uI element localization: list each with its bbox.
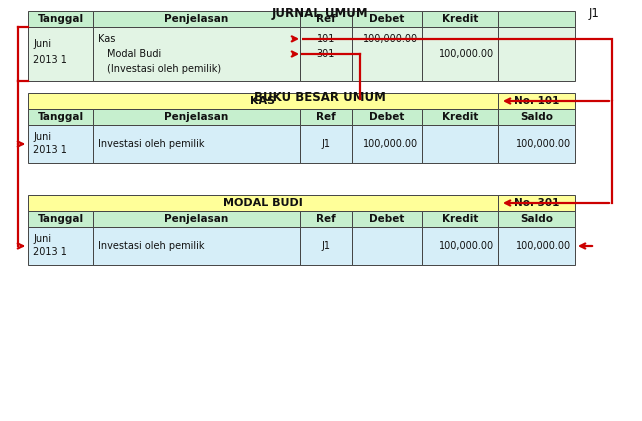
Bar [498, 227, 575, 265]
Text: Tanggal: Tanggal [37, 112, 83, 122]
Text: 2013 1: 2013 1 [33, 247, 67, 257]
Bar [498, 27, 575, 81]
Bar [93, 125, 300, 163]
Text: Penjelasan: Penjelasan [164, 214, 229, 224]
Text: (Investasi oleh pemilik): (Investasi oleh pemilik) [107, 64, 221, 74]
Text: 100,000.00: 100,000.00 [363, 34, 418, 44]
Bar [498, 195, 575, 211]
Text: 2013 1: 2013 1 [33, 145, 67, 155]
Text: 2013 1: 2013 1 [33, 56, 67, 66]
Bar [352, 227, 422, 265]
Text: J1: J1 [322, 241, 331, 251]
Text: Ref: Ref [316, 14, 336, 24]
Bar [93, 109, 300, 125]
Text: Kredit: Kredit [442, 214, 478, 224]
Text: Saldo: Saldo [520, 112, 553, 122]
Bar [422, 109, 498, 125]
Text: 301: 301 [317, 49, 335, 59]
Bar [422, 27, 498, 81]
Bar [352, 211, 422, 227]
Bar [422, 125, 498, 163]
Text: Tanggal: Tanggal [37, 214, 83, 224]
Text: Modal Budi: Modal Budi [107, 49, 161, 59]
Bar [300, 125, 352, 163]
Text: Kas: Kas [98, 34, 116, 44]
Text: Debet: Debet [369, 14, 404, 24]
Text: 100,000.00: 100,000.00 [363, 139, 418, 149]
Bar [93, 27, 300, 81]
Bar [28, 27, 93, 81]
Bar [93, 211, 300, 227]
Bar [300, 211, 352, 227]
Text: Investasi oleh pemilik: Investasi oleh pemilik [98, 139, 205, 149]
Text: No. 101: No. 101 [514, 96, 559, 106]
Bar [300, 227, 352, 265]
Text: 101: 101 [317, 34, 335, 44]
Text: Juni: Juni [33, 132, 51, 142]
Text: 100,000.00: 100,000.00 [516, 241, 571, 251]
Text: 100,000.00: 100,000.00 [516, 139, 571, 149]
Bar [422, 227, 498, 265]
Bar [498, 109, 575, 125]
Bar [300, 27, 352, 81]
Bar [498, 11, 575, 27]
Bar [300, 11, 352, 27]
Bar [28, 195, 498, 211]
Bar [352, 109, 422, 125]
Text: J1: J1 [322, 139, 331, 149]
Text: No. 301: No. 301 [514, 198, 559, 208]
Bar [28, 227, 93, 265]
Text: 100,000.00: 100,000.00 [439, 49, 494, 59]
Bar [28, 125, 93, 163]
Text: Penjelasan: Penjelasan [164, 14, 229, 24]
Text: Kredit: Kredit [442, 14, 478, 24]
Text: MODAL BUDI: MODAL BUDI [223, 198, 303, 208]
Bar [422, 11, 498, 27]
Bar [28, 11, 93, 27]
Text: Debet: Debet [369, 214, 404, 224]
Text: Ref: Ref [316, 214, 336, 224]
Text: Juni: Juni [33, 234, 51, 244]
Bar [498, 93, 575, 109]
Text: KAS: KAS [250, 96, 275, 106]
Text: Tanggal: Tanggal [37, 14, 83, 24]
Text: Saldo: Saldo [520, 214, 553, 224]
Bar [422, 211, 498, 227]
Bar [352, 11, 422, 27]
Bar [28, 211, 93, 227]
Bar [93, 227, 300, 265]
Text: Kredit: Kredit [442, 112, 478, 122]
Text: Penjelasan: Penjelasan [164, 112, 229, 122]
Text: Juni: Juni [33, 39, 51, 49]
Text: 100,000.00: 100,000.00 [439, 241, 494, 251]
Text: JURNAL UMUM: JURNAL UMUM [272, 6, 369, 19]
Bar [352, 125, 422, 163]
Bar [498, 125, 575, 163]
Bar [93, 11, 300, 27]
Bar [28, 93, 498, 109]
Text: J1: J1 [589, 6, 600, 19]
Bar [28, 109, 93, 125]
Bar [352, 27, 422, 81]
Text: Investasi oleh pemilik: Investasi oleh pemilik [98, 241, 205, 251]
Text: Debet: Debet [369, 112, 404, 122]
Text: BUKU BESAR UMUM: BUKU BESAR UMUM [254, 91, 386, 104]
Bar [498, 211, 575, 227]
Text: Ref: Ref [316, 112, 336, 122]
Bar [300, 109, 352, 125]
